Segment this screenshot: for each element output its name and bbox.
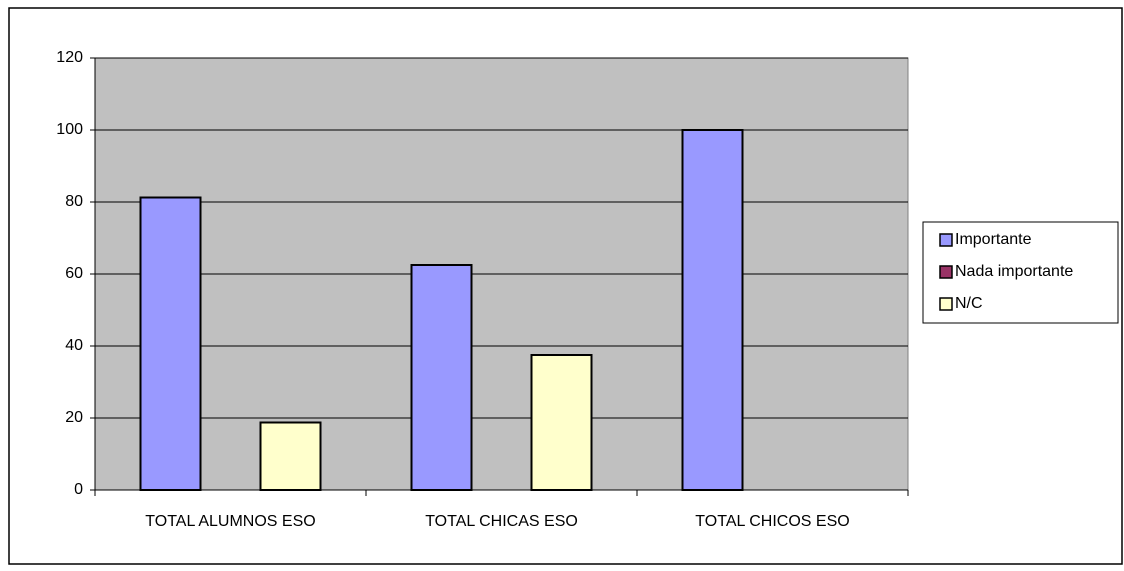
y-tick-label: 0 xyxy=(74,481,83,498)
bar xyxy=(139,196,202,491)
legend-swatch xyxy=(939,297,953,311)
y-tick-label: 120 xyxy=(56,49,83,66)
bar xyxy=(259,421,322,491)
legend-swatch xyxy=(939,233,953,247)
legend-label: Importante xyxy=(955,231,1032,248)
y-tick-label: 20 xyxy=(65,409,83,426)
bar xyxy=(681,129,744,491)
bar xyxy=(410,264,473,491)
x-tick-label: TOTAL ALUMNOS ESO xyxy=(145,513,315,530)
y-tick-label: 80 xyxy=(65,193,83,210)
y-tick-label: 40 xyxy=(65,337,83,354)
bar xyxy=(530,354,593,491)
y-tick-label: 60 xyxy=(65,265,83,282)
x-tick-label: TOTAL CHICAS ESO xyxy=(425,513,578,530)
legend-label: N/C xyxy=(955,295,983,312)
legend xyxy=(922,221,1119,324)
x-tick-label: TOTAL CHICOS ESO xyxy=(695,513,849,530)
y-tick-label: 100 xyxy=(56,121,83,138)
legend-swatch xyxy=(939,265,953,279)
legend-label: Nada importante xyxy=(955,263,1073,280)
